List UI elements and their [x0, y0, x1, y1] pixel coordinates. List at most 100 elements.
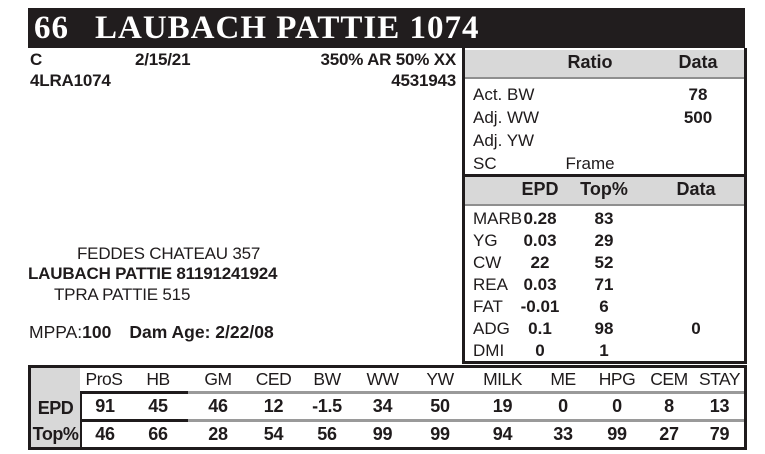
dam-age-label: Dam Age:	[129, 322, 211, 342]
breed-composition: 350% AR 50% XX	[320, 50, 457, 69]
trait-epd: 0.1	[528, 319, 552, 338]
trait-top: 83	[594, 209, 614, 228]
top-value-ced: 54	[263, 424, 284, 444]
epd-value-hb: 45	[128, 394, 188, 422]
epd-value-gm: 46	[188, 394, 248, 422]
perf-row-label: SC	[473, 154, 497, 173]
trait-epd: 0.28	[523, 209, 557, 228]
col-header-milk: MILK	[470, 368, 535, 394]
ratio-column-header: Ratio	[567, 52, 613, 72]
epd-value-ww: 34	[355, 394, 410, 422]
dam-age-date: 2/22/08	[215, 322, 274, 342]
pedigree-dam: LAUBACH PATTIE 81191241924	[28, 264, 278, 283]
epd-value-milk: 19	[470, 394, 535, 422]
row-label-top: Top%	[31, 422, 80, 447]
top-column-header: Top%	[580, 179, 628, 199]
epd-row-marb: MARB 0.28 83	[465, 208, 744, 230]
trait-epd: -0.01	[520, 297, 560, 316]
col-header-cem: CEM	[643, 368, 695, 394]
top-value-me: 33	[553, 424, 573, 444]
top-value-bw: 56	[317, 424, 337, 444]
trait-epd: 0.03	[523, 231, 557, 250]
carcass-panel-header: EPD Top% Data	[465, 177, 744, 206]
trait-epd: 0	[535, 341, 545, 360]
col-header-ced: CED	[248, 368, 299, 394]
col-header-bw: BW	[299, 368, 355, 394]
performance-panel: Ratio Data Act. BW 78 Adj. WW 500 Adj. Y…	[462, 48, 747, 177]
lot-number: 66	[34, 9, 69, 46]
epd-row-rea: REA 0.03 71	[465, 274, 744, 296]
perf-row-label: Adj. YW	[473, 131, 535, 150]
pedigree-sire: FEDDES CHATEAU 357	[77, 244, 261, 263]
perf-row-act-bw: Act. BW 78	[465, 83, 744, 106]
col-header-stay: STAY	[695, 368, 744, 394]
carcass-epd-panel: EPD Top% Data MARB 0.28 83 YG 0.03 29 CW…	[462, 177, 747, 364]
pedigree-maternal-granddam: TPRA PATTIE 515	[54, 285, 191, 304]
perf-row-data: 78	[688, 85, 708, 104]
top-value-hb: 66	[148, 424, 168, 444]
perf-row-data: 500	[683, 108, 713, 127]
frame-label: Frame	[565, 154, 615, 173]
lot-title-bar: 66 LAUBACH PATTIE 1074	[28, 8, 745, 48]
col-header-ww: WW	[355, 368, 410, 394]
top-value-yw: 99	[430, 424, 450, 444]
dam-age-value: 2/22/08	[210, 322, 273, 342]
top-value-hpg: 99	[607, 424, 627, 444]
trait-top: 1	[599, 341, 609, 360]
trait-top: 71	[594, 275, 614, 294]
mppa-value: 100	[82, 322, 112, 342]
epd-value-yw: 50	[410, 394, 470, 422]
epd-value-pros: 91	[80, 394, 128, 422]
top-value-pros: 46	[80, 422, 128, 447]
epd-row-cw: CW 22 52	[465, 252, 744, 274]
epd-value-hpg: 0	[591, 394, 643, 422]
epd-value-bw: -1.5	[299, 394, 355, 422]
perf-row-adj-ww: Adj. WW 500	[465, 106, 744, 129]
trait-label: ADG	[473, 319, 510, 338]
col-header-hb: HB	[128, 368, 188, 394]
mppa-label: MPPA:	[29, 322, 83, 342]
col-header-gm: GM	[188, 368, 248, 394]
sex-code: C	[30, 50, 43, 69]
trait-data: 0	[691, 319, 701, 338]
row-label-epd: EPD	[31, 394, 80, 422]
top-value-cem: 27	[659, 424, 679, 444]
performance-panel-header: Ratio Data	[465, 50, 744, 79]
perf-row-label: Adj. WW	[473, 108, 540, 127]
trait-label: FAT	[473, 297, 503, 316]
performance-rows: Act. BW 78 Adj. WW 500 Adj. YW SC Frame	[465, 83, 744, 175]
trait-label: YG	[473, 231, 498, 250]
col-header-hpg: HPG	[591, 368, 643, 394]
epd-row-dmi: DMI 0 1	[465, 340, 744, 362]
col-header-yw: YW	[410, 368, 470, 394]
data-column-header: Data	[676, 179, 716, 199]
trait-top: 52	[594, 253, 614, 272]
dam-info-line: MPPA:100 Dam Age: 2/22/08	[29, 322, 274, 343]
top-value-milk: 94	[492, 424, 513, 444]
trait-epd: 0.03	[523, 275, 557, 294]
registration-number: 4531943	[391, 71, 456, 90]
col-header-me: ME	[535, 368, 591, 394]
trait-epd: 22	[530, 253, 550, 272]
epd-column-header: EPD	[521, 179, 559, 199]
top-value-ww: 99	[372, 424, 393, 444]
trait-label: DMI	[473, 341, 505, 360]
epd-value-cem: 8	[643, 394, 695, 422]
epd-row-adg: ADG 0.1 98 0	[465, 318, 744, 340]
col-header-pros: ProS	[80, 368, 128, 394]
birth-date: 2/15/21	[135, 50, 191, 69]
perf-row-label: Act. BW	[473, 85, 535, 104]
epd-row-fat: FAT -0.01 6	[465, 296, 744, 318]
epd-summary-table: ProS HB GM CED BW WW YW MILK ME HPG CEM …	[28, 365, 747, 450]
trait-label: REA	[473, 275, 508, 294]
trait-top: 29	[594, 231, 614, 250]
animal-info-block: C 2/15/21 350% AR 50% XX 4LRA1074 453194…	[28, 50, 458, 94]
top-value-stay: 79	[709, 424, 730, 444]
trait-top: 98	[594, 319, 614, 338]
epd-row-yg: YG 0.03 29	[465, 230, 744, 252]
animal-name: LAUBACH PATTIE 1074	[95, 9, 480, 46]
epd-value-ced: 12	[248, 394, 299, 422]
data-column-header: Data	[678, 52, 718, 72]
table-corner-cell	[31, 368, 80, 394]
